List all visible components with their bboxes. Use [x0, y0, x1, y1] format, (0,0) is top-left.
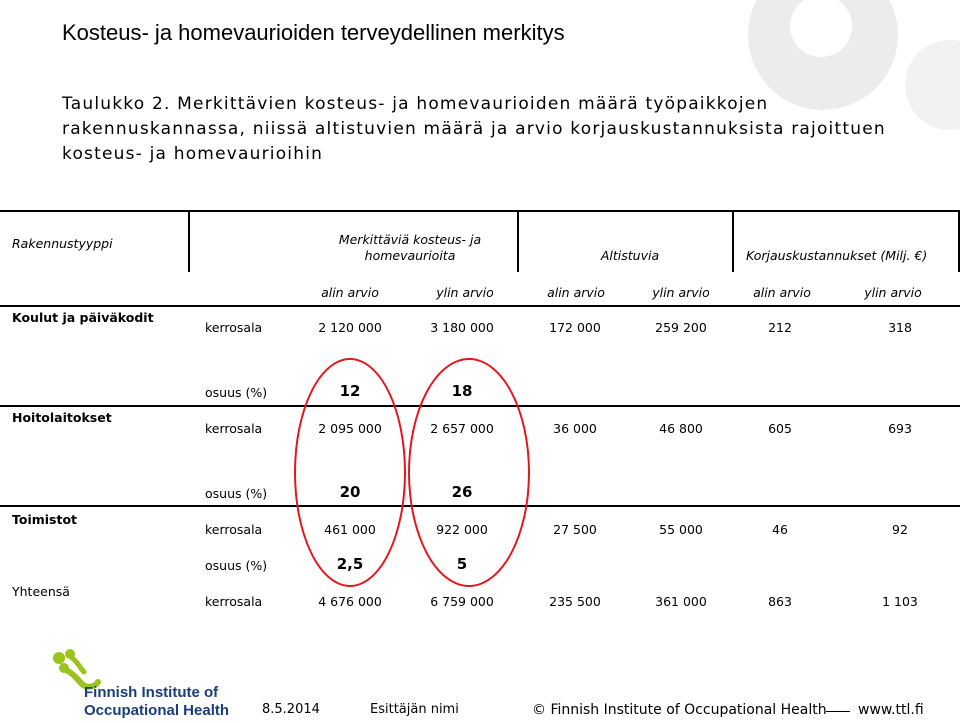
- footer-copyright: © Finnish Institute of Occupational Heal…: [532, 702, 827, 718]
- row-name-yhteensa: Yhteensä: [12, 584, 70, 599]
- table-header-rule: [0, 305, 960, 307]
- header-altistuvia: Altistuvia: [600, 248, 660, 263]
- row2-val-4: 46 800: [659, 421, 703, 436]
- total-val-3: 235 500: [549, 594, 601, 609]
- total-val-2: 6 759 000: [430, 594, 494, 609]
- annotation-ellipse-left: [294, 358, 406, 587]
- sub-alin-3: alin arvio: [753, 285, 811, 300]
- row1-val-5: 212: [768, 320, 792, 335]
- row1-val-4: 259 200: [655, 320, 707, 335]
- col-divider-3: [732, 212, 734, 272]
- kerrosala-label-4: kerrosala: [205, 594, 263, 609]
- row2-val-5: 605: [768, 421, 792, 436]
- decor-circle-white: [790, 0, 852, 57]
- row3-val-6: 92: [892, 522, 908, 537]
- row-name-toimistot: Toimistot: [12, 512, 78, 527]
- kerrosala-label-3: kerrosala: [205, 522, 263, 537]
- sub-alin-2: alin arvio: [547, 285, 605, 300]
- total-val-6: 1 103: [882, 594, 918, 609]
- kerrosala-label-1: kerrosala: [205, 320, 263, 335]
- row-name-hoitolaitokset: Hoitolaitokset: [12, 410, 112, 425]
- col-divider-4: [958, 212, 960, 272]
- logo-text-line1: Finnish Institute of: [84, 684, 219, 701]
- row3-val-4: 55 000: [659, 522, 703, 537]
- header-merkittavia: Merkittäviä kosteus- ja homevaurioita: [338, 232, 482, 263]
- col-divider-2: [517, 212, 519, 272]
- footer-url[interactable]: www.ttl.fi: [858, 702, 924, 718]
- row3-val-3: 27 500: [553, 522, 597, 537]
- osuus-label-2: osuus (%): [205, 486, 268, 501]
- kerrosala-label-2: kerrosala: [205, 421, 263, 436]
- osuus-label-3: osuus (%): [205, 558, 268, 573]
- osuus-label-1: osuus (%): [205, 385, 268, 400]
- row-name-koulut: Koulut ja päiväkodit: [12, 310, 154, 325]
- total-val-4: 361 000: [655, 594, 707, 609]
- total-val-5: 863: [768, 594, 792, 609]
- row1-val-6: 318: [888, 320, 912, 335]
- footer-date: 8.5.2014: [262, 702, 320, 717]
- sub-ylin-2: ylin arvio: [652, 285, 710, 300]
- footer-separator: [826, 711, 850, 712]
- row2-val-6: 693: [888, 421, 912, 436]
- sub-ylin-3: ylin arvio: [864, 285, 922, 300]
- header-korjauskustannukset: Korjauskustannukset (Milj. €): [746, 248, 928, 263]
- logo-text-line2: Occupational Health: [84, 702, 230, 719]
- footer-presenter: Esittäjän nimi: [370, 702, 459, 717]
- table-top-rule: [0, 210, 960, 212]
- annotation-ellipse-right: [408, 358, 530, 587]
- header-rakennustyyppi: Rakennustyyppi: [12, 236, 113, 251]
- row3-val-5: 46: [772, 522, 788, 537]
- row1-val-2: 3 180 000: [430, 320, 494, 335]
- sub-ylin-1: ylin arvio: [436, 285, 494, 300]
- table-caption: Taulukko 2. Merkittävien kosteus- ja hom…: [62, 94, 886, 164]
- row1-val-3: 172 000: [549, 320, 601, 335]
- sub-alin-1: alin arvio: [321, 285, 379, 300]
- col-divider-1: [188, 212, 190, 272]
- total-val-1: 4 676 000: [318, 594, 382, 609]
- ttl-logo-icon: [53, 649, 101, 690]
- row1-val-1: 2 120 000: [318, 320, 382, 335]
- row2-val-3: 36 000: [553, 421, 597, 436]
- page-title: Kosteus- ja homevaurioiden terveydelline…: [62, 20, 565, 45]
